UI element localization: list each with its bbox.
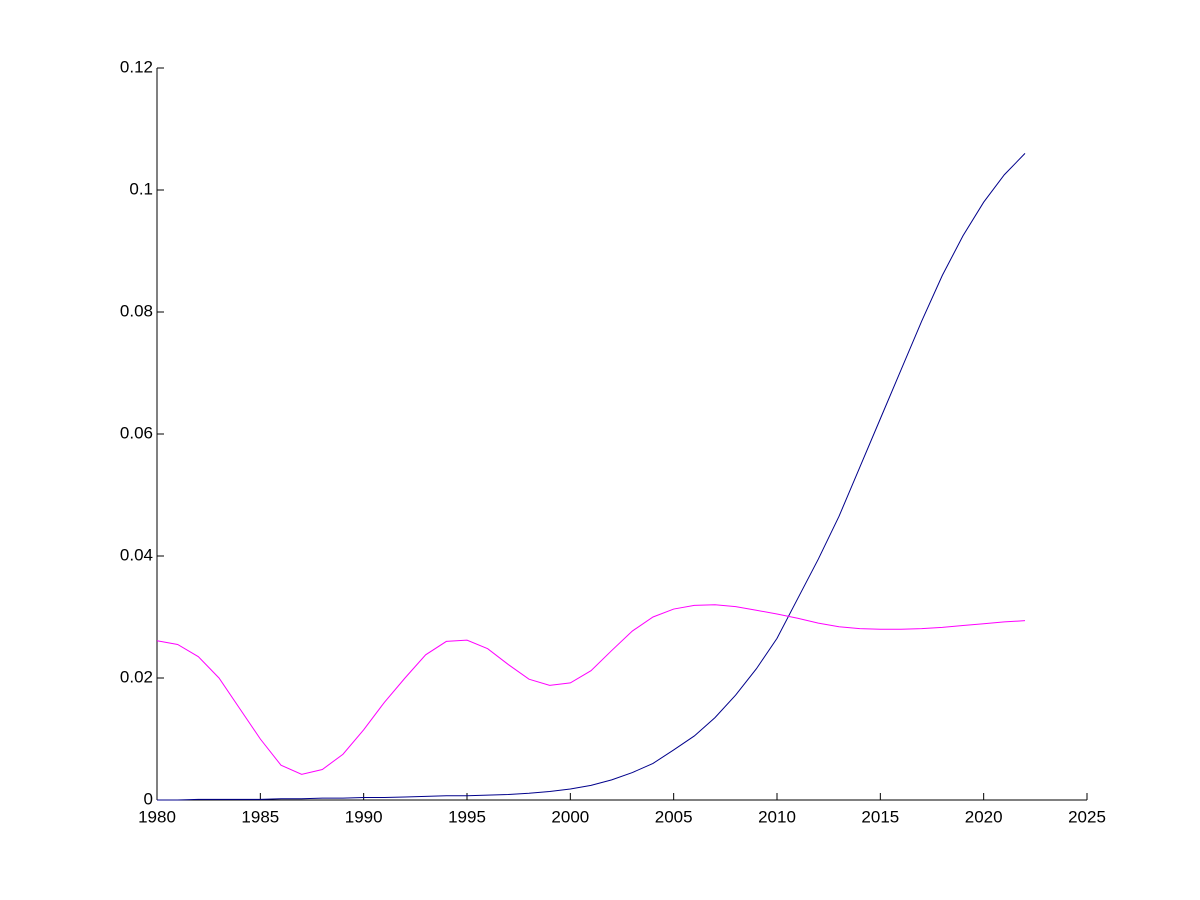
- y-tick-label: 0.06: [120, 423, 153, 442]
- x-tick-label: 2005: [655, 807, 693, 826]
- x-tick-label: 2000: [551, 807, 589, 826]
- line-series: [156, 604, 1026, 775]
- line-series: [157, 153, 1026, 801]
- x-tick-label: 1990: [345, 807, 383, 826]
- y-tick-label: 0.02: [120, 667, 153, 686]
- y-tick-label: 0.1: [129, 179, 153, 198]
- x-tick-label: 2025: [1068, 807, 1106, 826]
- y-tick-label: 0.08: [120, 301, 153, 320]
- y-tick-label: 0.12: [120, 57, 153, 76]
- x-tick-label: 2010: [758, 807, 796, 826]
- x-tick-label: 1985: [241, 807, 279, 826]
- x-tick-label: 2015: [861, 807, 899, 826]
- y-tick-label: 0: [144, 789, 153, 808]
- y-tick-label: 0.04: [120, 545, 153, 564]
- x-tick-label: 1995: [448, 807, 486, 826]
- x-tick-label: 1980: [138, 807, 176, 826]
- x-tick-label: 2020: [965, 807, 1003, 826]
